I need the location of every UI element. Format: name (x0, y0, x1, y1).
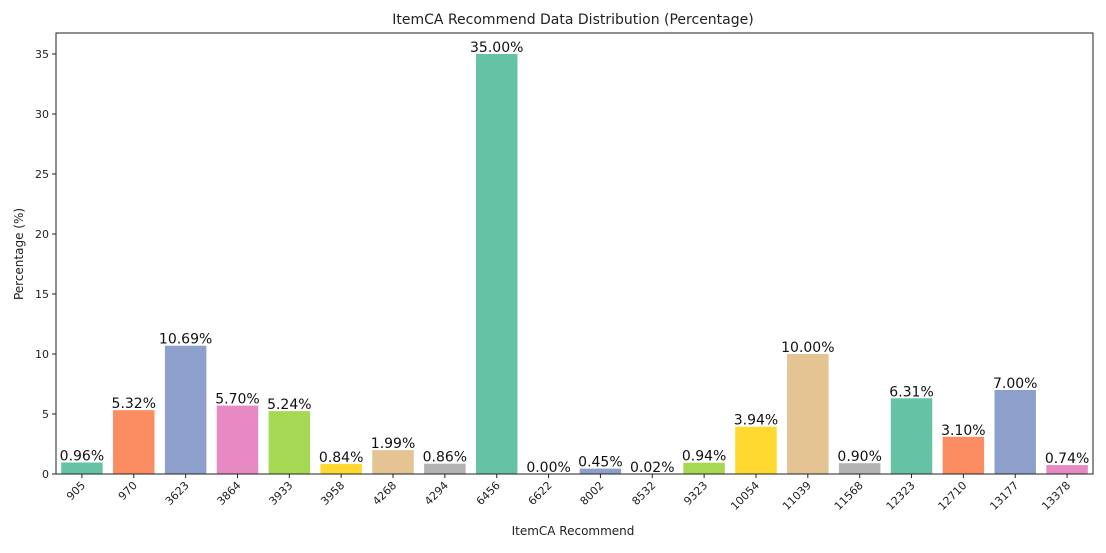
bar-12323 (890, 398, 933, 474)
y-axis: 0 5 10 15 20 25 30 35 (35, 48, 56, 481)
x-axis: 905 970 3623 3864 3933 3958 4268 4294 6456 6622 80… (64, 474, 1073, 513)
bars-group (61, 54, 1088, 474)
bar-6456 (475, 54, 518, 474)
x-tick-label-6622: 6622 (526, 479, 555, 508)
x-tick-label-11039: 11039 (780, 479, 814, 513)
bar-8002 (579, 468, 622, 474)
y-tick-label-10: 10 (35, 348, 49, 361)
plot-frame (55, 32, 1094, 475)
x-tick-label-8532: 8532 (629, 479, 658, 508)
x-tick-label-13177: 13177 (987, 479, 1021, 513)
bar-10054 (735, 426, 777, 474)
bar-11568 (838, 463, 881, 474)
data-label-3933: 5.24% (267, 397, 311, 413)
data-label-13378: 0.74% (1045, 451, 1089, 467)
bar-9323 (683, 462, 725, 474)
data-label-6622: 0.00% (526, 460, 570, 476)
chart-title: ItemCA Recommend Data Distribution (Perc… (392, 12, 753, 28)
y-tick-label-5: 5 (42, 408, 49, 421)
x-tick-label-4268: 4268 (370, 479, 399, 508)
data-label-8002: 0.45% (578, 455, 622, 471)
data-labels-group: 0.96% 5.32% 10.69% 5.70% 5.24% 0.84% 1.99% 0.86… (60, 40, 1090, 476)
x-tick-label-3958: 3958 (318, 479, 347, 508)
data-label-9323: 0.94% (682, 449, 726, 465)
x-tick-label-9323: 9323 (681, 479, 710, 508)
x-tick-label-11568: 11568 (832, 479, 866, 513)
bar-11039 (787, 354, 829, 474)
data-label-3864: 5.70% (215, 392, 259, 408)
y-axis-label: Percentage (%) (12, 208, 26, 300)
bar-13378 (1046, 465, 1088, 474)
bar-4268 (372, 450, 414, 474)
x-tick-label-8002: 8002 (578, 479, 607, 508)
bar-3958 (320, 463, 362, 474)
data-label-11568: 0.90% (837, 449, 881, 465)
bar-12710 (942, 436, 985, 474)
bar-3623 (164, 345, 207, 474)
bar-3864 (216, 405, 259, 474)
data-label-12323: 6.31% (889, 384, 933, 400)
y-tick-label-20: 20 (35, 228, 49, 241)
data-label-905: 0.96% (60, 448, 104, 464)
data-label-11039: 10.00% (781, 340, 834, 356)
x-tick-label-3623: 3623 (163, 479, 192, 508)
x-tick-label-3933: 3933 (266, 479, 295, 508)
y-tick-label-15: 15 (35, 288, 49, 301)
y-tick-label-0: 0 (42, 468, 49, 481)
data-label-970: 5.32% (112, 396, 156, 412)
data-label-3623: 10.69% (159, 332, 212, 348)
data-label-10054: 3.94% (734, 413, 778, 429)
bar-970 (113, 410, 155, 474)
bar-4294 (424, 463, 466, 474)
x-tick-label-970: 970 (116, 479, 140, 503)
data-label-4268: 1.99% (371, 436, 415, 452)
bar-13177 (994, 390, 1036, 474)
x-tick-label-13378: 13378 (1039, 479, 1073, 513)
x-tick-label-12323: 12323 (884, 479, 918, 513)
data-label-6456: 35.00% (470, 40, 523, 56)
x-tick-label-6456: 6456 (474, 479, 503, 508)
bar-905 (61, 462, 103, 474)
x-tick-label-4294: 4294 (422, 479, 451, 508)
x-tick-label-3864: 3864 (215, 479, 244, 508)
data-label-3958: 0.84% (319, 450, 363, 466)
bar-3933 (268, 411, 311, 474)
x-axis-label: ItemCA Recommend (512, 524, 635, 538)
data-label-4294: 0.86% (423, 450, 467, 466)
y-tick-label-30: 30 (35, 108, 49, 121)
y-tick-label-25: 25 (35, 168, 49, 181)
y-tick-label-35: 35 (35, 48, 49, 61)
x-tick-label-12710: 12710 (936, 479, 970, 513)
x-tick-label-10054: 10054 (728, 479, 762, 513)
x-tick-label-905: 905 (64, 479, 88, 503)
data-label-13177: 7.00% (993, 376, 1037, 392)
data-label-8532: 0.02% (630, 460, 674, 476)
data-label-12710: 3.10% (941, 423, 985, 439)
